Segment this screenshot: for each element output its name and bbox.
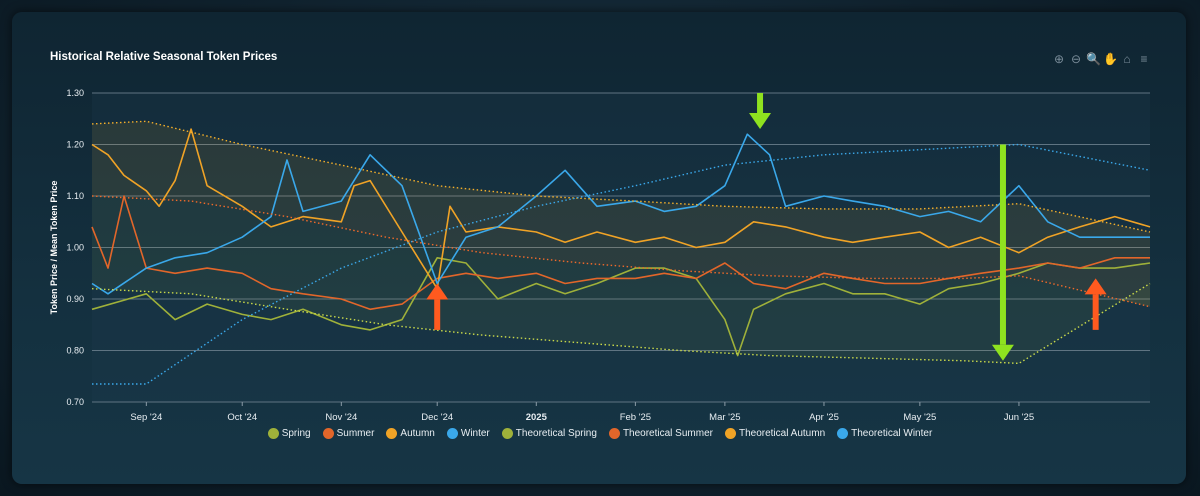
series-line-theoretical-summer[interactable] <box>91 195 1151 308</box>
x-tick-label: Sep '24 <box>130 412 162 423</box>
y-tick-label: 1.00 <box>66 243 84 253</box>
x-tick-label: May '25 <box>903 412 936 423</box>
zoom-in-icon[interactable]: ⊕ <box>1053 52 1065 66</box>
y-tick-label: 0.80 <box>66 346 84 356</box>
chart-toolbar: ⊕ ⊖ 🔍 ✋ ⌂ ≡ <box>1052 52 1151 68</box>
band-autumn-summer <box>92 121 1150 307</box>
x-tick-label: Feb '25 <box>620 412 651 423</box>
y-tick-label: 0.90 <box>66 294 84 304</box>
zoom-select-icon[interactable]: 🔍 <box>1086 52 1101 66</box>
chart-legend: Spring Summer Autumn Winter Theoretical Spri… <box>0 428 1200 439</box>
y-tick-label: 1.20 <box>66 140 84 150</box>
legend-dot-icon <box>267 428 279 439</box>
legend-dot-icon <box>386 428 398 439</box>
band-summer-spring <box>92 196 1150 364</box>
series-line-autumn[interactable] <box>91 128 1151 290</box>
legend-dot-icon <box>837 428 849 439</box>
legend-dot-icon <box>608 428 620 439</box>
pan-hand-icon[interactable]: ✋ <box>1103 52 1118 66</box>
x-tick-label: Nov '24 <box>325 412 357 423</box>
annotation-arrow-2 <box>749 93 772 130</box>
series-line-theoretical-autumn[interactable] <box>91 120 1151 233</box>
annotation-arrow-1 <box>426 283 449 330</box>
home-reset-icon[interactable]: ⌂ <box>1123 52 1131 66</box>
legend-item[interactable]: Spring <box>267 428 311 439</box>
legend-item[interactable]: Theoretical Autumn <box>724 428 826 439</box>
arrow-head <box>991 344 1014 361</box>
series-line-summer[interactable] <box>91 195 1150 311</box>
series-line-spring[interactable] <box>91 257 1151 357</box>
x-tick-label: 2025 <box>526 412 548 423</box>
chart-title: Historical Relative Seasonal Token Price… <box>50 51 278 63</box>
legend-label: Theoretical Autumn <box>738 428 826 439</box>
series-line-winter[interactable] <box>91 133 1150 295</box>
legend-item[interactable]: Theoretical Summer <box>608 428 713 439</box>
x-tick-label: Apr '25 <box>809 412 839 423</box>
y-tick-label: 0.70 <box>66 397 84 407</box>
legend-item[interactable]: Summer <box>322 428 375 439</box>
legend-label: Theoretical Summer <box>622 428 713 439</box>
y-axis-label: Token Price / Mean Token Price <box>49 181 59 315</box>
x-tick-label: Dec '24 <box>421 412 453 423</box>
annotation-arrow-3 <box>991 144 1014 361</box>
legend-label: Autumn <box>400 428 435 439</box>
menu-icon[interactable]: ≡ <box>1140 52 1148 66</box>
legend-label: Theoretical Spring <box>515 428 597 439</box>
series-line-theoretical-winter[interactable] <box>92 143 1151 385</box>
legend-label: Summer <box>336 428 375 439</box>
legend-label: Spring <box>281 428 311 439</box>
legend-label: Winter <box>460 428 490 439</box>
y-tick-label: 1.30 <box>66 88 84 98</box>
zoom-out-icon[interactable]: ⊖ <box>1070 52 1082 66</box>
legend-item[interactable]: Winter <box>446 428 490 439</box>
arrow-head <box>749 113 772 130</box>
y-tick-label: 1.10 <box>66 191 84 201</box>
legend-dot-icon <box>501 428 513 439</box>
legend-label: Theoretical Winter <box>851 428 933 439</box>
legend-dot-icon <box>446 428 458 439</box>
annotation-arrow-4 <box>1084 278 1107 330</box>
arrow-head <box>1084 278 1107 295</box>
x-tick-label: Jun '25 <box>1004 412 1034 423</box>
legend-item[interactable]: Theoretical Spring <box>501 428 597 439</box>
x-tick-label: Mar '25 <box>709 412 740 423</box>
legend-item[interactable]: Autumn <box>386 428 435 439</box>
legend-dot-icon <box>724 428 736 439</box>
arrow-head <box>426 283 449 300</box>
legend-dot-icon <box>322 428 334 439</box>
series-line-theoretical-spring[interactable] <box>91 282 1151 365</box>
x-tick-label: Oct '24 <box>227 412 257 423</box>
legend-item[interactable]: Theoretical Winter <box>837 428 932 439</box>
